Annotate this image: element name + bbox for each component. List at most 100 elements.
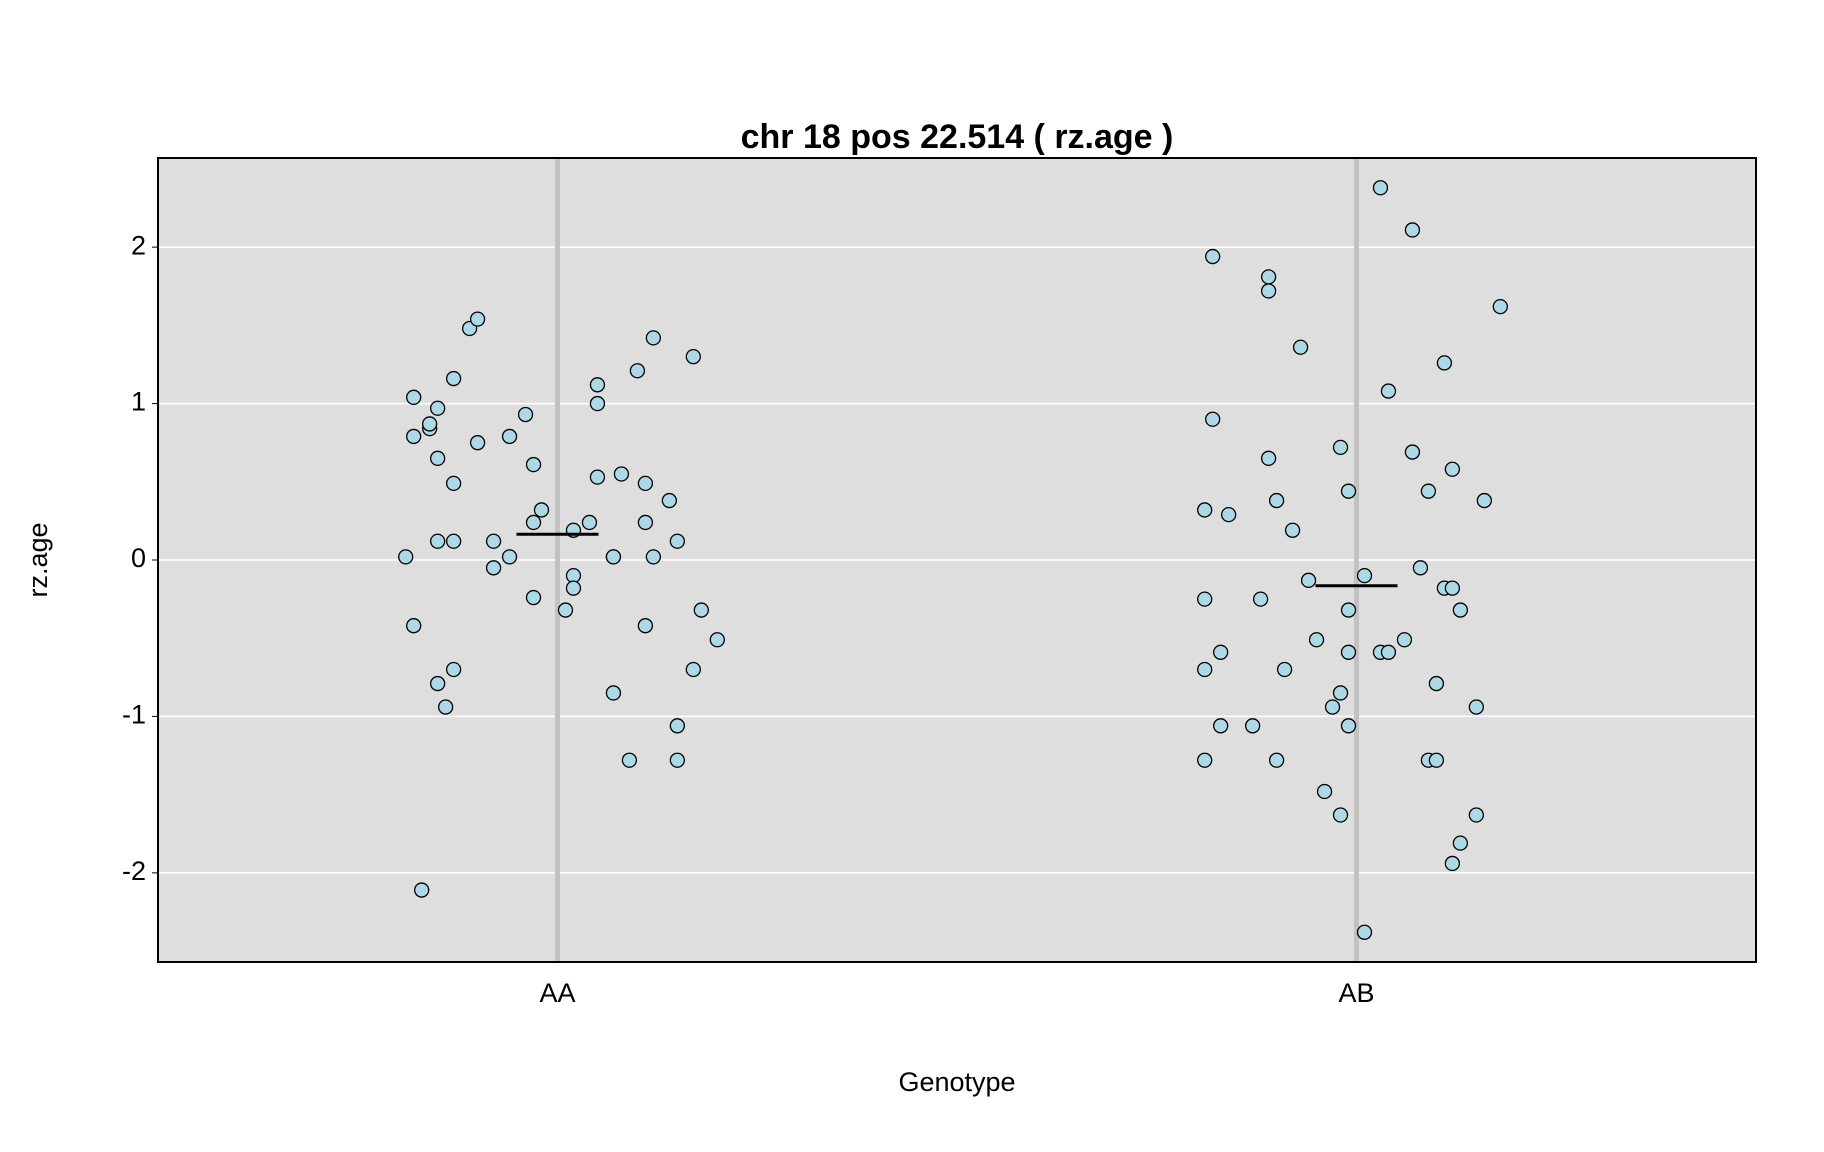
point: [1340, 718, 1357, 734]
point: [581, 514, 598, 531]
point: [429, 533, 446, 549]
point: [1260, 283, 1277, 299]
point: [1332, 439, 1349, 456]
point: [533, 502, 550, 518]
point: [605, 549, 622, 565]
point: [645, 549, 662, 565]
point: [1324, 699, 1341, 715]
point: [1396, 632, 1413, 648]
point: [1292, 339, 1309, 355]
point: [525, 514, 542, 531]
point: [1332, 685, 1349, 701]
point: [429, 400, 446, 416]
y-axis-label: rz.age: [23, 522, 53, 597]
point: [1436, 355, 1453, 371]
point: [669, 533, 685, 549]
point: [422, 416, 438, 432]
point: [1332, 807, 1349, 823]
point: [629, 363, 646, 379]
point: [1268, 492, 1285, 509]
point: [1197, 502, 1213, 518]
point: [469, 311, 486, 327]
point: [1213, 718, 1229, 734]
y-tick-label: 1: [131, 387, 146, 417]
point: [1197, 591, 1213, 607]
point: [1380, 383, 1397, 399]
point: [1444, 461, 1461, 477]
point: [685, 661, 701, 678]
point: [1340, 483, 1357, 499]
point: [1300, 572, 1317, 588]
point: [1428, 675, 1445, 692]
point: [1356, 924, 1373, 940]
plot-layer: [158, 158, 1756, 962]
point: [613, 466, 630, 482]
point: [1221, 506, 1237, 523]
point: [1444, 855, 1461, 872]
point: [1444, 580, 1461, 596]
point: [637, 514, 654, 531]
point: [605, 685, 622, 701]
y-tick-label: -1: [122, 700, 146, 730]
point: [669, 752, 685, 768]
point: [414, 882, 430, 898]
point: [637, 618, 654, 634]
point: [429, 675, 446, 692]
point: [1420, 483, 1437, 499]
x-axis-label: Genotype: [898, 1067, 1015, 1097]
point: [1340, 602, 1357, 618]
point: [589, 395, 606, 412]
point: [661, 492, 678, 509]
point: [1452, 602, 1469, 618]
x-tick-label: AA: [539, 978, 575, 1008]
y-tick-label: -2: [122, 856, 146, 886]
y-tick-label: 2: [131, 230, 146, 260]
point: [1260, 450, 1277, 466]
point: [1268, 752, 1285, 768]
point: [589, 377, 606, 393]
point: [525, 456, 542, 473]
point: [1197, 752, 1213, 768]
point: [709, 632, 725, 648]
point: [406, 618, 422, 634]
point: [1356, 567, 1373, 584]
point: [1260, 269, 1277, 285]
point: [1276, 661, 1293, 678]
point: [685, 349, 701, 365]
point: [445, 661, 462, 678]
point: [1412, 560, 1429, 576]
point: [1428, 752, 1445, 768]
point: [437, 699, 454, 715]
point: [1252, 591, 1269, 607]
point: [1205, 411, 1221, 427]
point: [669, 718, 685, 734]
point: [501, 428, 518, 445]
point: [445, 475, 462, 492]
point: [1284, 522, 1301, 538]
point: [589, 469, 606, 485]
point: [621, 752, 638, 768]
point: [445, 533, 462, 549]
point: [485, 560, 502, 576]
point: [1380, 644, 1397, 660]
point: [1340, 644, 1357, 660]
point: [1316, 783, 1333, 800]
chart-title: chr 18 pos 22.514 ( rz.age ): [741, 118, 1174, 156]
point: [406, 428, 422, 445]
point: [469, 435, 486, 451]
point: [557, 602, 574, 618]
point: [1468, 699, 1484, 715]
point: [637, 475, 654, 492]
point: [445, 370, 462, 387]
point: [517, 406, 534, 423]
point: [406, 389, 422, 405]
point: [1492, 298, 1508, 315]
point: [1476, 492, 1492, 509]
point: [1213, 644, 1229, 660]
point: [1205, 248, 1221, 265]
point: [1452, 835, 1469, 851]
point: [1244, 718, 1261, 734]
point: [1468, 807, 1484, 823]
